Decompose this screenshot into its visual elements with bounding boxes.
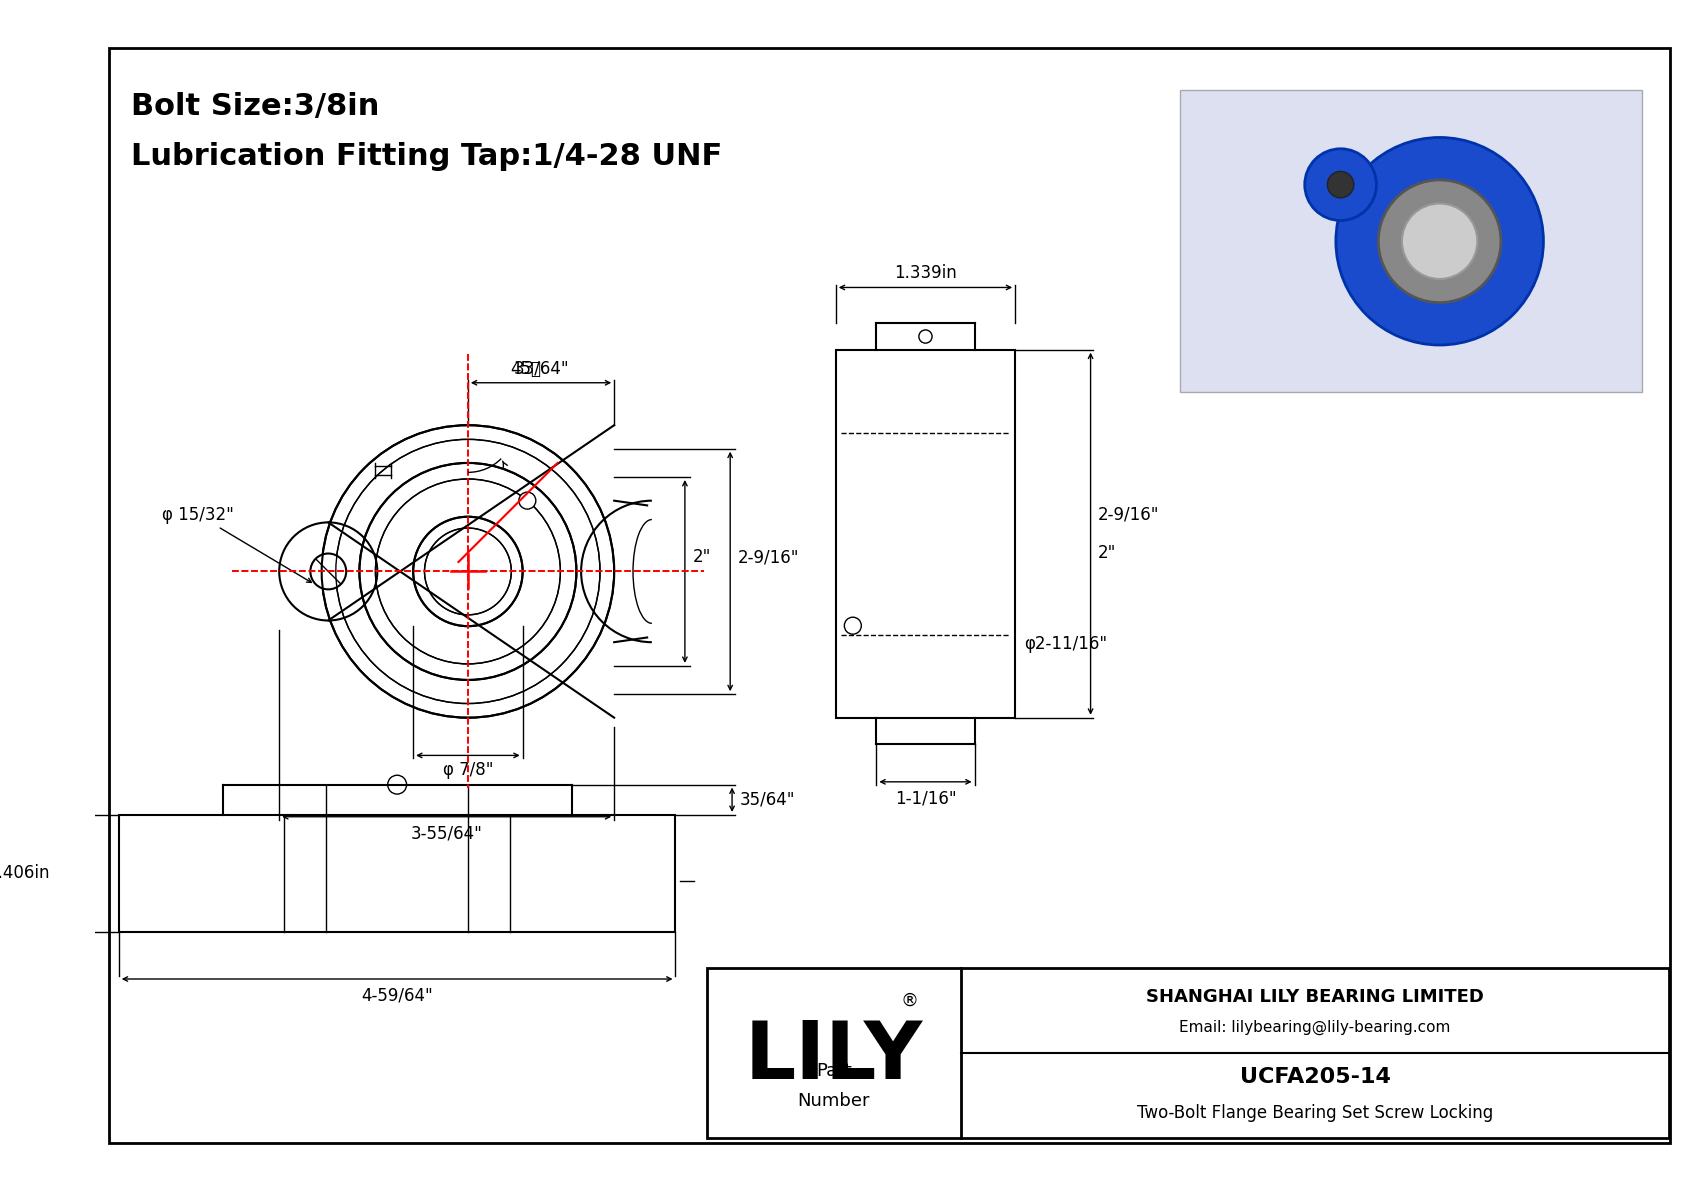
Circle shape bbox=[1335, 137, 1544, 345]
Circle shape bbox=[310, 554, 347, 590]
Text: 33/64": 33/64" bbox=[514, 360, 569, 378]
Circle shape bbox=[1378, 180, 1500, 303]
Text: 4-59/64": 4-59/64" bbox=[362, 986, 433, 1004]
Text: ®: ® bbox=[901, 991, 918, 1009]
Text: Two-Bolt Flange Bearing Set Screw Locking: Two-Bolt Flange Bearing Set Screw Lockin… bbox=[1137, 1104, 1494, 1122]
Text: Lubrication Fitting Tap:1/4-28 UNF: Lubrication Fitting Tap:1/4-28 UNF bbox=[131, 142, 722, 172]
Text: 1.406in: 1.406in bbox=[0, 865, 51, 883]
Text: 2": 2" bbox=[1098, 543, 1116, 562]
Bar bbox=[1180, 91, 1642, 392]
Text: 1-1/16": 1-1/16" bbox=[894, 790, 957, 807]
Circle shape bbox=[1401, 204, 1477, 279]
Circle shape bbox=[322, 425, 615, 718]
Text: 2-9/16": 2-9/16" bbox=[738, 548, 800, 566]
Text: φ 7/8": φ 7/8" bbox=[443, 761, 493, 779]
Bar bbox=[120, 815, 675, 931]
Text: 1.339in: 1.339in bbox=[894, 264, 957, 282]
Text: 3-55/64": 3-55/64" bbox=[411, 824, 483, 842]
Text: 2-9/16": 2-9/16" bbox=[1098, 506, 1160, 524]
Circle shape bbox=[519, 492, 536, 509]
Circle shape bbox=[1327, 172, 1354, 198]
Bar bbox=[707, 967, 1669, 1137]
Text: 45度: 45度 bbox=[510, 360, 541, 378]
Circle shape bbox=[280, 523, 377, 621]
Text: Number: Number bbox=[798, 1092, 871, 1110]
Text: 2": 2" bbox=[692, 548, 711, 566]
Text: Bolt Size:3/8in: Bolt Size:3/8in bbox=[131, 92, 379, 121]
Text: UCFA205-14: UCFA205-14 bbox=[1239, 1067, 1391, 1086]
Text: φ2-11/16": φ2-11/16" bbox=[1024, 635, 1108, 653]
Circle shape bbox=[1305, 149, 1376, 220]
Text: φ 15/32": φ 15/32" bbox=[162, 506, 312, 582]
Text: LILY: LILY bbox=[744, 1018, 923, 1096]
Text: 35/64": 35/64" bbox=[739, 791, 795, 809]
Text: SHANGHAI LILY BEARING LIMITED: SHANGHAI LILY BEARING LIMITED bbox=[1147, 989, 1484, 1006]
Bar bbox=[835, 350, 1015, 718]
Text: Part: Part bbox=[817, 1062, 852, 1080]
Text: Email: lilybearing@lily-bearing.com: Email: lilybearing@lily-bearing.com bbox=[1179, 1019, 1452, 1035]
